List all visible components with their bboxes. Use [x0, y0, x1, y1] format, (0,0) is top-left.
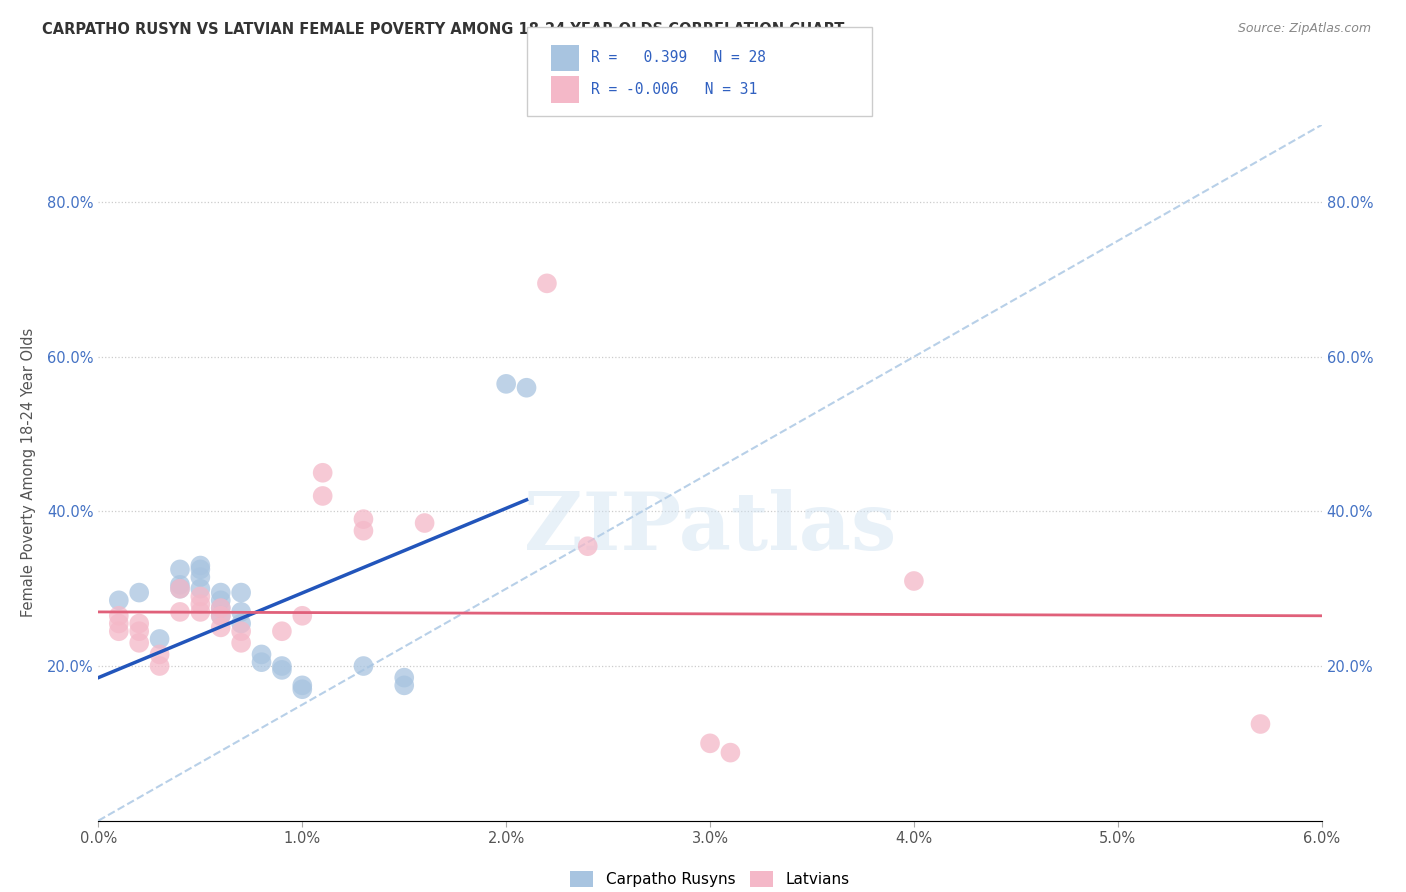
Point [413, 516, 436, 530]
Point [311, 489, 335, 503]
Point [188, 597, 212, 611]
Point [231, 605, 253, 619]
Point [108, 624, 131, 639]
Point [188, 590, 212, 604]
Point [352, 512, 374, 526]
Point [718, 746, 742, 760]
Point [1249, 717, 1271, 731]
Point [536, 277, 558, 291]
Point [209, 593, 232, 607]
Point [128, 616, 150, 631]
Point [169, 582, 191, 596]
Point [169, 582, 191, 596]
Point [352, 659, 374, 673]
Point [188, 582, 212, 596]
Point [231, 616, 253, 631]
Point [270, 659, 292, 673]
Point [250, 648, 273, 662]
Point [108, 608, 131, 623]
Point [291, 682, 314, 697]
Point [231, 624, 253, 639]
Point [270, 663, 292, 677]
Point [188, 605, 212, 619]
Point [108, 616, 131, 631]
Point [149, 648, 172, 662]
Point [576, 539, 599, 553]
Point [188, 570, 212, 584]
Point [209, 608, 232, 623]
Legend: Carpatho Rusyns, Latvians: Carpatho Rusyns, Latvians [564, 865, 856, 892]
Text: CARPATHO RUSYN VS LATVIAN FEMALE POVERTY AMONG 18-24 YEAR OLDS CORRELATION CHART: CARPATHO RUSYN VS LATVIAN FEMALE POVERTY… [42, 22, 845, 37]
Point [209, 608, 232, 623]
Point [209, 601, 232, 615]
Point [209, 585, 232, 599]
Point [270, 624, 292, 639]
Point [169, 562, 191, 576]
Point [291, 608, 314, 623]
Text: Source: ZipAtlas.com: Source: ZipAtlas.com [1237, 22, 1371, 36]
Point [108, 593, 131, 607]
Point [250, 655, 273, 669]
Point [188, 562, 212, 576]
Point [495, 376, 517, 391]
Point [903, 574, 925, 588]
Point [128, 624, 150, 639]
Point [188, 558, 212, 573]
Point [352, 524, 374, 538]
Point [149, 659, 172, 673]
Point [291, 678, 314, 692]
Point [209, 601, 232, 615]
Y-axis label: Female Poverty Among 18-24 Year Olds: Female Poverty Among 18-24 Year Olds [21, 328, 35, 617]
Point [231, 636, 253, 650]
Text: R =   0.399   N = 28: R = 0.399 N = 28 [591, 51, 765, 65]
Point [231, 585, 253, 599]
Point [128, 585, 150, 599]
Point [392, 671, 416, 685]
Point [699, 736, 721, 750]
Point [169, 578, 191, 592]
Point [392, 678, 416, 692]
Point [128, 636, 150, 650]
Point [169, 605, 191, 619]
Point [209, 620, 232, 634]
Text: ZIPatlas: ZIPatlas [524, 490, 896, 567]
Point [516, 381, 538, 395]
Point [149, 632, 172, 646]
Point [311, 466, 335, 480]
Text: R = -0.006   N = 31: R = -0.006 N = 31 [591, 82, 756, 96]
